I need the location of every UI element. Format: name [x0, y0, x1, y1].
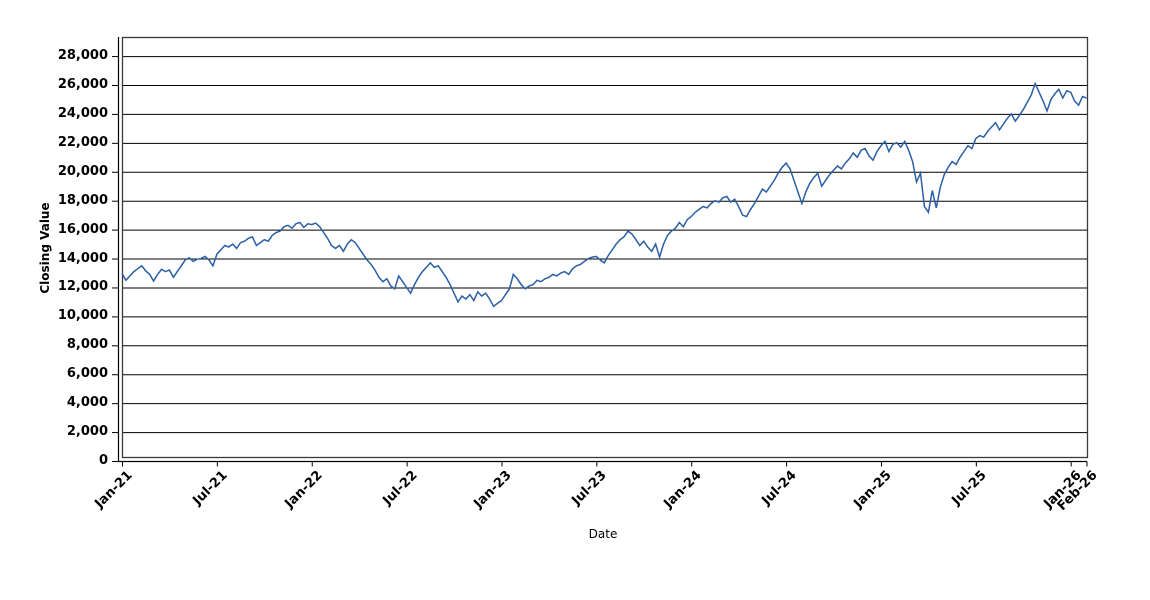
y-tick-label: 0: [98, 453, 108, 468]
x-axis-title: Date: [588, 527, 618, 541]
y-tick-label: 28,000: [57, 48, 108, 64]
y-tick-label: 26,000: [57, 77, 108, 92]
y-tick-label: 12,000: [57, 279, 108, 295]
y-tick-label: 10,000: [57, 308, 108, 324]
y-tick-label: 20,000: [57, 163, 108, 179]
y-tick-label: 22,000: [57, 134, 108, 150]
y-tick-label: 18,000: [57, 192, 108, 208]
y-tick-label: 8,000: [66, 337, 108, 353]
series-line: [121, 81, 1087, 308]
y-tick-label: 2,000: [66, 424, 108, 440]
plot-border: [121, 36, 1089, 459]
y-tick-label: 14,000: [57, 250, 108, 266]
y-tick-label: 24,000: [57, 105, 108, 121]
y-tick-label: 6,000: [66, 366, 108, 382]
y-tick-label: 4,000: [66, 395, 108, 411]
y-axis-title: Closing Value: [38, 202, 52, 294]
y-tick-label: 16,000: [57, 221, 108, 237]
